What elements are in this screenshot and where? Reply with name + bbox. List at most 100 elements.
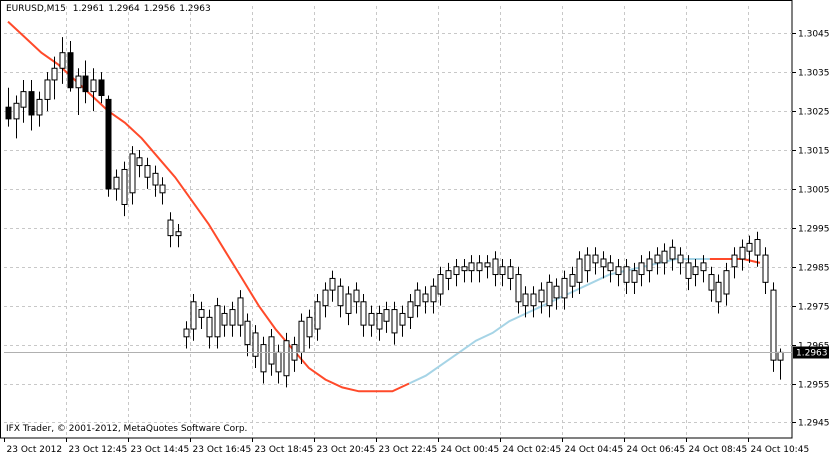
candle-body (298, 320, 305, 353)
y-tick-label: 1.3005 (798, 186, 830, 196)
x-tick-label: 23 Oct 2012 (7, 445, 63, 455)
candle-body (391, 309, 398, 334)
candle-body (13, 102, 20, 120)
y-tick-label: 1.2955 (798, 381, 830, 391)
candle-body (422, 293, 429, 303)
ma-line-rising (408, 258, 710, 385)
high-value: 1.2964 (108, 4, 140, 14)
candle-body (214, 305, 221, 338)
close-value: 1.2963 (179, 4, 211, 14)
y-tick-label: 1.2975 (798, 303, 830, 313)
candle-body (461, 266, 468, 272)
candle-body (206, 316, 213, 338)
candle-body (607, 262, 614, 272)
y-tick-label: 1.3045 (798, 30, 830, 40)
candle-body (67, 52, 74, 89)
candle-body (183, 328, 190, 338)
candle-body (144, 165, 151, 178)
candle-body (337, 285, 344, 307)
candle-body (329, 277, 336, 291)
candle-body (715, 281, 722, 303)
candle-body (368, 312, 375, 326)
y-tick-label: 1.2945 (798, 419, 830, 429)
x-tick-label: 24 Oct 04:45 (565, 445, 624, 455)
candle-body (538, 289, 545, 303)
candle-body (75, 75, 82, 89)
current-price-badge (793, 346, 829, 359)
candle-body (492, 258, 499, 276)
candle-body (121, 168, 128, 205)
candle-body (600, 258, 607, 268)
x-tick-label: 24 Oct 00:45 (441, 445, 500, 455)
candle-body (383, 309, 390, 322)
candle-body (82, 75, 89, 93)
candle-body (360, 301, 367, 326)
candle-body (770, 289, 777, 361)
candle-body (376, 312, 383, 330)
candle-body (345, 293, 352, 314)
candle-body (546, 281, 553, 307)
candle-body (669, 246, 676, 260)
candle-body (159, 184, 166, 194)
candle-body (685, 262, 692, 279)
plot-frame (0, 0, 793, 439)
candle-body (731, 254, 738, 268)
candle-body (507, 266, 514, 279)
candle-body (476, 262, 483, 272)
candle-body (615, 266, 622, 276)
candle-body (275, 351, 282, 373)
candle-body (59, 52, 66, 69)
x-tick-label: 23 Oct 14:45 (131, 445, 190, 455)
candle-body (198, 309, 205, 318)
candle-body (692, 266, 699, 276)
candle-body (746, 242, 753, 252)
candle-body (113, 176, 120, 190)
candle-body (221, 312, 228, 326)
x-tick-label: 23 Oct 20:45 (317, 445, 376, 455)
candle-body (36, 98, 43, 116)
candle-body (190, 301, 197, 330)
candle-body (260, 344, 267, 373)
candle-body (237, 297, 244, 326)
candle-body (762, 254, 769, 283)
candle-body (638, 262, 645, 276)
candle-body (484, 262, 491, 268)
candle-body (677, 254, 684, 264)
candle-body (229, 309, 236, 326)
candle-body (129, 153, 136, 194)
candle-body (306, 316, 313, 338)
x-tick-label: 23 Oct 18:45 (255, 445, 314, 455)
candle-body (399, 312, 406, 326)
y-tick-label: 1.2985 (798, 264, 830, 274)
candle-body (631, 270, 638, 283)
candle-body (414, 289, 421, 307)
current-price-label: 1.2963 (796, 349, 828, 359)
candle-body (623, 266, 630, 283)
x-tick-label: 24 Oct 02:45 (503, 445, 562, 455)
candle-body (244, 320, 251, 346)
candle-body (152, 172, 159, 186)
x-tick-label: 23 Oct 12:45 (69, 445, 128, 455)
copyright-text: IFX Trader, © 2001-2012, MetaQuotes Soft… (6, 424, 248, 434)
candle-body (708, 274, 715, 291)
chart-header: EURUSD,M15 1.2961 1.2964 1.2956 1.2963 (6, 4, 215, 14)
candle-body (268, 336, 275, 365)
candle-body (252, 332, 259, 357)
x-tick-label: 24 Oct 06:45 (627, 445, 686, 455)
y-tick-label: 1.3015 (798, 147, 830, 157)
candle-body (98, 79, 105, 97)
low-value: 1.2956 (143, 4, 176, 14)
symbol-label: EURUSD,M15 (6, 4, 66, 14)
candle-body (453, 266, 460, 276)
candle-body (499, 266, 506, 276)
y-tick-label: 1.3025 (798, 108, 830, 118)
candle-body (515, 274, 522, 303)
candle-body (700, 262, 707, 272)
candle-body (20, 91, 27, 108)
candle-body (44, 79, 51, 100)
candle-body (167, 219, 174, 237)
candle-body (314, 301, 321, 330)
candle-body (51, 67, 58, 81)
